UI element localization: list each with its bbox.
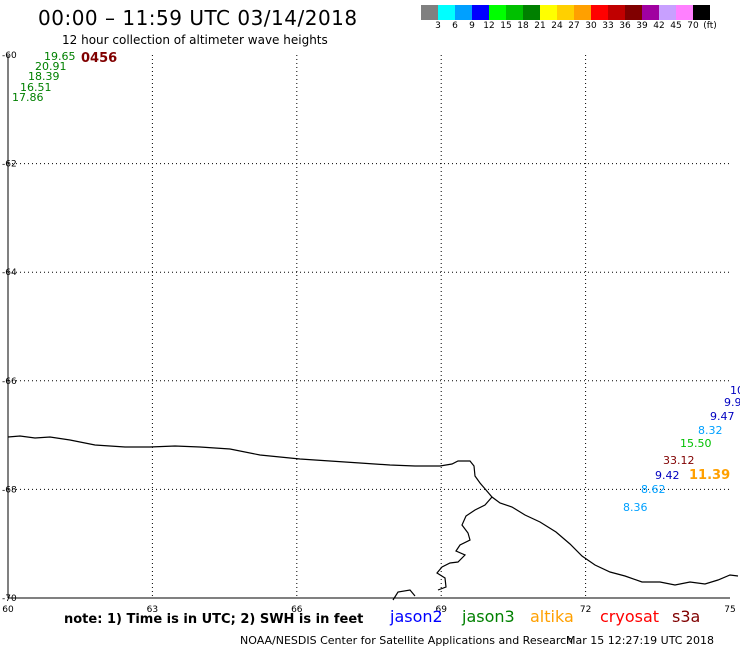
- scale-label: 36: [619, 21, 631, 31]
- scale-label: (ft): [703, 21, 717, 31]
- scale-swatch: [455, 5, 472, 20]
- lon-tick-label: 60: [2, 605, 14, 615]
- swh-observation: 8.32: [698, 424, 723, 437]
- scale-swatch: [472, 5, 489, 20]
- legend-jason2: jason2: [390, 607, 443, 626]
- scale-label: 30: [585, 21, 597, 31]
- lon-tick-label: 72: [580, 605, 591, 615]
- scale-swatch: [438, 5, 455, 20]
- swh-observation: 9.9: [724, 396, 740, 409]
- scale-label: 12: [483, 21, 495, 31]
- lon-tick-label: 66: [291, 605, 303, 615]
- scale-swatch: [574, 5, 591, 20]
- scale-swatch: [625, 5, 642, 20]
- color-scale: [421, 5, 710, 20]
- scale-swatch: [693, 5, 710, 20]
- units-note: note: 1) Time is in UTC; 2) SWH is in fe…: [64, 612, 364, 627]
- lat-tick-label: -70: [2, 594, 17, 604]
- scale-label: 9: [469, 21, 475, 31]
- swh-observation: 11.39: [689, 468, 730, 483]
- scale-swatch: [608, 5, 625, 20]
- coastline-fragment: [392, 589, 416, 601]
- scale-label: 42: [653, 21, 665, 31]
- lat-tick-label: -68: [2, 485, 17, 495]
- swh-observation: 16.51: [20, 81, 52, 94]
- swh-observation: 15.50: [680, 437, 712, 450]
- lon-tick-label: 75: [724, 605, 735, 615]
- page-title: 00:00 – 11:59 UTC 03/14/2018: [38, 6, 358, 30]
- legend-altika: altika: [530, 607, 574, 626]
- lon-tick-label: 63: [147, 605, 158, 615]
- scale-swatch: [676, 5, 693, 20]
- lat-tick-label: -64: [2, 268, 17, 278]
- swh-observation: 8.62: [641, 483, 666, 496]
- swh-observation: 9.47: [710, 410, 735, 423]
- generated-timestamp: Mar 15 12:27:19 UTC 2018: [566, 634, 714, 647]
- map-grid: [8, 55, 730, 598]
- scale-label: 45: [670, 21, 682, 31]
- scale-label: 18: [517, 21, 529, 31]
- swh-observation: 8.36: [623, 501, 648, 514]
- scale-swatch: [642, 5, 659, 20]
- scale-label: 21: [534, 21, 546, 31]
- swh-observation: 10: [730, 384, 740, 397]
- scale-swatch: [591, 5, 608, 20]
- coastline: [7, 435, 739, 586]
- scale-label: 39: [636, 21, 648, 31]
- scale-label: 6: [452, 21, 458, 31]
- scale-swatch: [489, 5, 506, 20]
- map-axes: 60 63 66 69 72 75 -60 -62 -64 -66 -68 -70: [2, 51, 736, 615]
- scale-swatch: [506, 5, 523, 20]
- scale-label: 3: [435, 21, 441, 31]
- scale-label: 24: [551, 21, 563, 31]
- lat-tick-label: -62: [2, 160, 17, 170]
- swh-observation: 20.91: [35, 60, 67, 73]
- coastline-inlet: [436, 496, 493, 591]
- scale-label: 27: [568, 21, 580, 31]
- scale-label: 33: [602, 21, 614, 31]
- legend-jason3: jason3: [462, 607, 515, 626]
- swh-observation: 17.86: [12, 91, 44, 104]
- scale-swatch: [540, 5, 557, 20]
- scale-swatch: [557, 5, 574, 20]
- lat-tick-label: -60: [2, 51, 17, 61]
- scale-label: 70: [687, 21, 699, 31]
- scale-swatch: [421, 5, 438, 20]
- legend-cryosat: cryosat: [600, 607, 660, 626]
- page-subtitle: 12 hour collection of altimeter wave hei…: [62, 33, 328, 47]
- lon-tick-label: 69: [435, 605, 447, 615]
- scale-swatch: [659, 5, 676, 20]
- swh-observation: 9.42: [655, 469, 680, 482]
- credit-text: NOAA/NESDIS Center for Satellite Applica…: [240, 634, 574, 647]
- swh-observation: 33.12: [663, 454, 695, 467]
- lat-tick-label: -66: [2, 377, 17, 387]
- swh-observation: 18.39: [28, 70, 60, 83]
- swh-observation: 19.65: [44, 50, 76, 63]
- scale-label: 15: [500, 21, 512, 31]
- pass-time-label: 0456: [81, 51, 117, 66]
- legend-s3a: s3a: [672, 607, 701, 626]
- scale-swatch: [523, 5, 540, 20]
